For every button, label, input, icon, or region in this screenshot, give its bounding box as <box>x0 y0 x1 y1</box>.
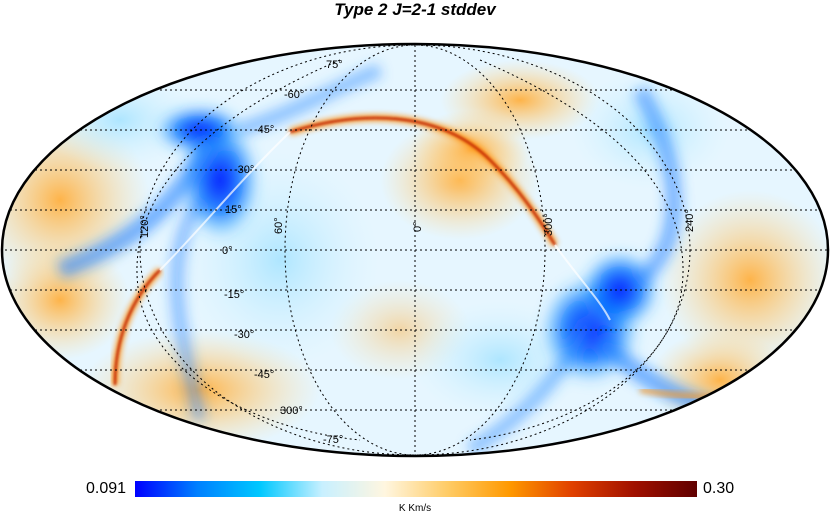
lat-label: -30° <box>234 164 254 176</box>
lon-label: 300° <box>280 405 303 417</box>
lat-label: -45° <box>254 124 274 136</box>
colorbar-min-label: 0.091 <box>86 480 127 497</box>
lat-label: -60° <box>284 89 304 101</box>
lat-label: 15° <box>225 204 242 216</box>
figure-title: Type 2 J=2-1 stddev <box>334 0 496 19</box>
colorbar <box>135 481 697 497</box>
map-border <box>0 42 830 458</box>
lat-label: 75° <box>326 59 343 71</box>
lon-label: 0° <box>412 221 424 232</box>
colorbar-unit: K Km/s <box>398 503 432 514</box>
lat-label: -45° <box>254 369 274 381</box>
lat-label: -15° <box>224 289 244 301</box>
grid-labels: 75° -60° -45° -30° 15° 0° -15° -30° -45°… <box>139 59 696 446</box>
lon-label: 120° <box>139 215 151 238</box>
lon-label: 240° <box>684 209 696 232</box>
lat-label: 0° <box>222 245 233 257</box>
lon-label: 300° <box>543 213 555 236</box>
lon-label: 60° <box>273 217 285 234</box>
lat-label: -75° <box>323 434 343 446</box>
colorbar-max-label: 0.30 <box>703 480 735 497</box>
lat-label: -30° <box>234 329 254 341</box>
